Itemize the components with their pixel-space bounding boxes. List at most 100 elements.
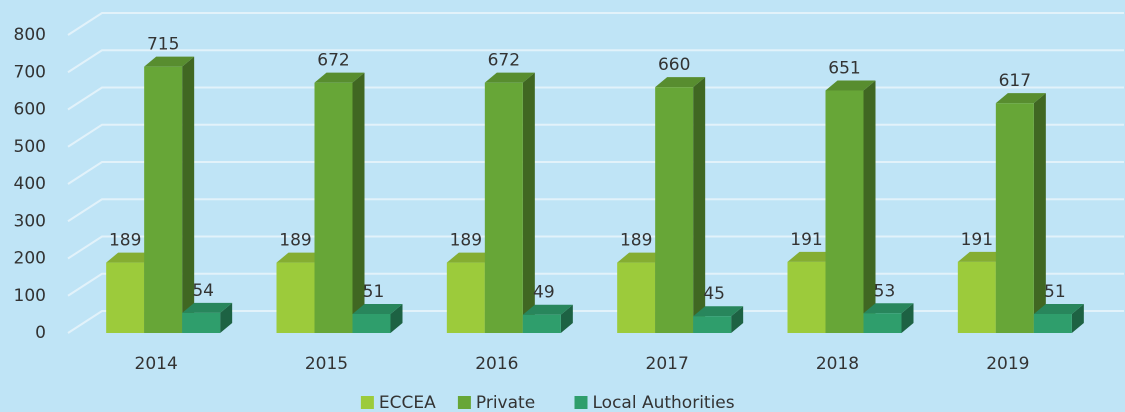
- bar-top: [352, 304, 403, 315]
- y-tick-label: 800: [14, 25, 46, 45]
- legend-label: ECCEA: [379, 393, 436, 412]
- bar-front: [957, 261, 996, 333]
- legend-label: Private: [476, 393, 535, 412]
- x-tick-label: 2018: [816, 354, 859, 374]
- legend-label: Local Authorities: [593, 393, 735, 412]
- data-label: 51: [1044, 282, 1066, 302]
- bar-front: [182, 312, 221, 333]
- bar-top: [655, 77, 706, 88]
- y-tick-label: 400: [14, 174, 46, 194]
- bar-front: [484, 82, 523, 334]
- data-label: 715: [147, 35, 179, 55]
- bar-front: [693, 316, 732, 333]
- y-tick-label: 600: [14, 100, 46, 120]
- bar-top: [182, 302, 233, 313]
- y-tick-label: 300: [14, 211, 46, 231]
- bar-top: [995, 93, 1046, 104]
- grid-line: [67, 12, 1124, 36]
- bar: [863, 303, 914, 333]
- data-label: 189: [109, 231, 141, 251]
- y-tick-label: 500: [14, 137, 46, 157]
- data-label: 189: [620, 231, 652, 251]
- data-label: 49: [533, 283, 555, 303]
- bar-top: [787, 251, 838, 262]
- data-label: 651: [828, 59, 860, 79]
- bar-side: [390, 304, 403, 333]
- data-label: 53: [874, 281, 896, 301]
- bar: [825, 80, 876, 333]
- y-tick-label: 100: [14, 286, 46, 306]
- data-label: 54: [192, 281, 214, 301]
- bar-side: [560, 304, 573, 333]
- bar-front: [825, 90, 864, 333]
- bar: [314, 72, 365, 334]
- bar: [182, 302, 233, 333]
- bar-top: [863, 303, 914, 314]
- bar-front: [276, 262, 315, 333]
- bar: [655, 77, 706, 334]
- bar-top: [617, 252, 668, 263]
- y-tick-label: 200: [14, 249, 46, 269]
- bar-front: [144, 66, 183, 333]
- data-label: 189: [279, 231, 311, 251]
- legend-swatch: [457, 396, 471, 409]
- data-label: 191: [961, 230, 993, 250]
- legend-swatch: [360, 396, 374, 409]
- bar-top: [144, 56, 195, 67]
- data-label: 672: [488, 51, 520, 71]
- bar-front: [352, 314, 391, 333]
- bar-top: [1033, 304, 1084, 315]
- x-tick-label: 2016: [475, 354, 518, 374]
- bar-front: [1033, 314, 1072, 333]
- bar-side: [731, 306, 744, 333]
- x-tick-label: 2014: [135, 354, 178, 374]
- bar-front: [106, 262, 145, 333]
- data-label: 672: [317, 51, 349, 71]
- bar-front: [863, 313, 902, 333]
- bars: 2014 189 715 54 2015 189 672 51 2016 189 672 49 2017…: [106, 35, 1084, 374]
- bar-top: [484, 72, 535, 83]
- bar-front: [655, 87, 694, 334]
- grid-line: [67, 272, 1124, 297]
- grid-line: [67, 49, 1124, 74]
- bar: [995, 93, 1046, 333]
- bar-front: [787, 261, 826, 333]
- data-label: 617: [999, 71, 1031, 91]
- bar-front: [314, 82, 353, 334]
- x-tick-label: 2019: [986, 354, 1029, 374]
- x-tick-label: 2015: [305, 354, 348, 374]
- bar-side: [522, 72, 535, 334]
- grid-line: [67, 86, 1124, 111]
- data-label: 191: [790, 230, 822, 250]
- bar: [484, 72, 535, 334]
- bar-side: [693, 77, 706, 334]
- bar-side: [182, 56, 195, 333]
- bar-top: [276, 252, 327, 263]
- bar: [144, 56, 195, 333]
- data-label: 51: [363, 282, 385, 302]
- data-label: 189: [450, 231, 482, 251]
- bar-side: [220, 302, 233, 333]
- x-tick-label: 2017: [646, 354, 689, 374]
- bar-top: [106, 252, 157, 263]
- grid-line: [67, 310, 1124, 334]
- bar: [1033, 304, 1084, 333]
- bar-side: [901, 303, 914, 333]
- grid-line: [67, 123, 1124, 148]
- plot-wall: 0 100 200 300 400 500 600 700 800: [14, 12, 1124, 343]
- legend: ECCEA Private Local Authorities: [360, 393, 735, 412]
- bar-top: [522, 304, 573, 315]
- bar: [352, 304, 403, 333]
- legend-swatch: [574, 396, 588, 409]
- bar-side: [863, 80, 876, 333]
- grid-line: [67, 198, 1124, 223]
- bar-front: [995, 103, 1034, 333]
- data-label: 45: [703, 284, 725, 304]
- data-label: 660: [658, 55, 690, 75]
- bar: [522, 304, 573, 333]
- bar-top: [314, 72, 365, 83]
- grid-line: [67, 161, 1124, 185]
- bar-front: [522, 314, 561, 333]
- bar-top: [693, 306, 744, 317]
- bar: [693, 306, 744, 333]
